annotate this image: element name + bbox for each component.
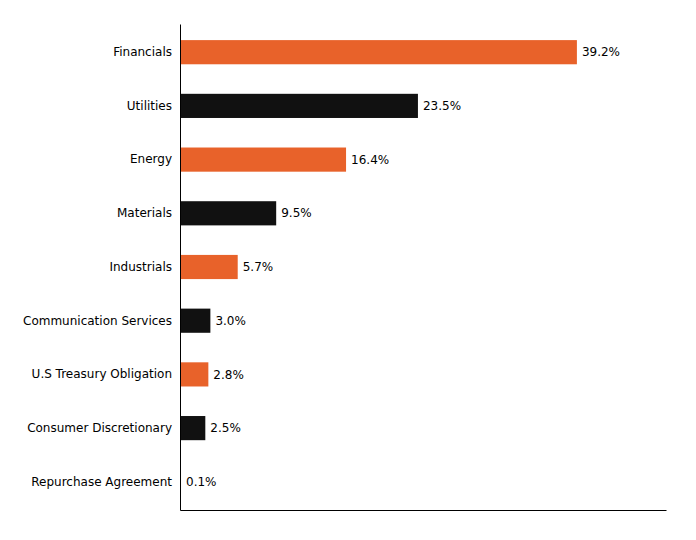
y-tick: Utilities <box>127 99 172 113</box>
chart: 0.1% 2.5% 2.8% 3.0% 5.7% 9.5% 16.4% 23.5% 39.2% R… <box>0 0 696 540</box>
y-tick: Materials <box>117 206 172 220</box>
y-axis: Repurchase Agreement Consumer Discretiona… <box>23 25 181 511</box>
data-labels: 0.1% 2.5% 2.8% 3.0% 5.7% 9.5% 16.4% 23.5% 39.2% <box>186 45 620 489</box>
y-tick-label: Materials <box>117 206 172 220</box>
x-axis-line <box>181 510 667 511</box>
data-label: 2.8% <box>213 368 244 382</box>
y-tick-label: Utilities <box>127 99 172 113</box>
data-label: 39.2% <box>582 45 620 59</box>
y-tick: Consumer Discretionary <box>27 421 172 435</box>
data-label: 16.4% <box>351 153 389 167</box>
data-label: 9.5% <box>281 206 312 220</box>
data-label: 5.7% <box>243 260 274 274</box>
bar <box>180 94 418 118</box>
x-axis <box>181 510 667 511</box>
y-tick: Industrials <box>109 260 172 274</box>
plot: 0.1% 2.5% 2.8% 3.0% 5.7% 9.5% 16.4% 23.5% 39.2% R… <box>23 25 667 511</box>
y-tick-label: Consumer Discretionary <box>27 421 172 435</box>
y-tick: Communication Services <box>23 314 172 328</box>
y-tick-label: U.S Treasury Obligation <box>32 367 172 381</box>
y-tick-label: Communication Services <box>23 314 172 328</box>
y-axis-line <box>180 25 181 511</box>
bar <box>180 255 238 279</box>
bar <box>180 201 276 225</box>
y-tick-label: Industrials <box>109 260 172 274</box>
data-label: 3.0% <box>215 314 246 328</box>
y-tick-label: Financials <box>113 45 172 59</box>
y-tick: U.S Treasury Obligation <box>32 367 172 381</box>
data-label: 23.5% <box>423 99 461 113</box>
y-tick: Energy <box>130 152 172 166</box>
bar <box>180 416 205 440</box>
data-label: 0.1% <box>186 475 217 489</box>
bars <box>180 40 577 494</box>
bar <box>180 362 208 386</box>
data-label: 2.5% <box>210 421 241 435</box>
bar <box>180 309 210 333</box>
y-tick: Financials <box>113 45 172 59</box>
y-tick-label: Energy <box>130 152 172 166</box>
bar <box>180 148 346 172</box>
bar <box>180 40 577 64</box>
y-tick: Repurchase Agreement <box>31 475 172 489</box>
y-tick-label: Repurchase Agreement <box>31 475 172 489</box>
